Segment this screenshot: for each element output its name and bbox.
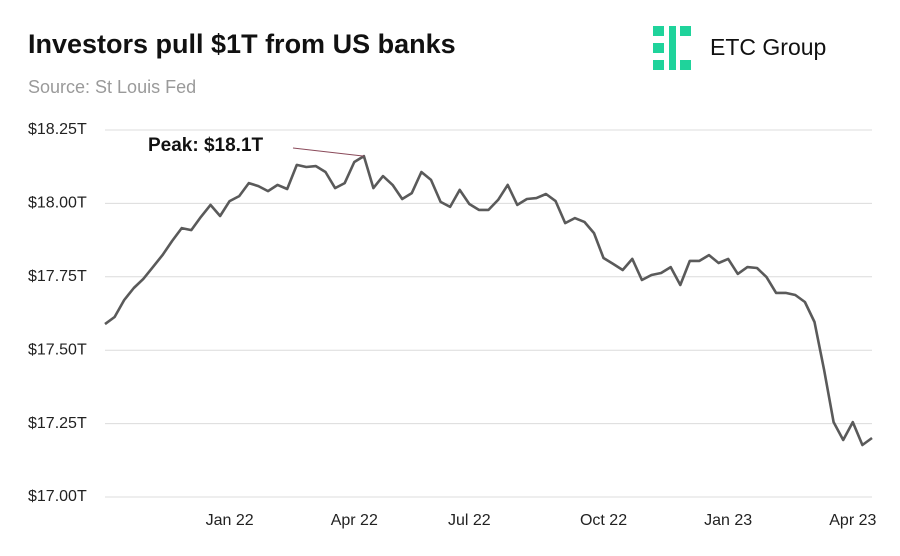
- data-line: [104, 154, 873, 447]
- y-tick-label: $17.75T: [28, 268, 87, 285]
- x-tick-label: Jan 22: [206, 512, 254, 529]
- x-tick-label: Apr 22: [331, 512, 378, 529]
- y-tick-label: $18.25T: [28, 121, 87, 138]
- brand-logo: [653, 26, 691, 70]
- y-tick-label: $17.50T: [28, 341, 87, 358]
- x-tick-label: Jul 22: [448, 512, 491, 529]
- x-tick-label: Jan 23: [704, 512, 752, 529]
- y-tick-label: $17.25T: [28, 415, 87, 432]
- chart-title: Investors pull $1T from US banks: [28, 29, 456, 59]
- y-tick-label: $18.00T: [28, 195, 87, 212]
- x-tick-label: Apr 23: [829, 512, 876, 529]
- y-tick-label: $17.00T: [28, 488, 87, 505]
- annotation-leader: [292, 147, 364, 157]
- x-tick-label: Oct 22: [580, 512, 627, 529]
- brand-name: ETC Group: [710, 34, 826, 60]
- chart-subtitle: Source: St Louis Fed: [28, 77, 196, 97]
- annotation: Peak: $18.1T: [148, 135, 264, 156]
